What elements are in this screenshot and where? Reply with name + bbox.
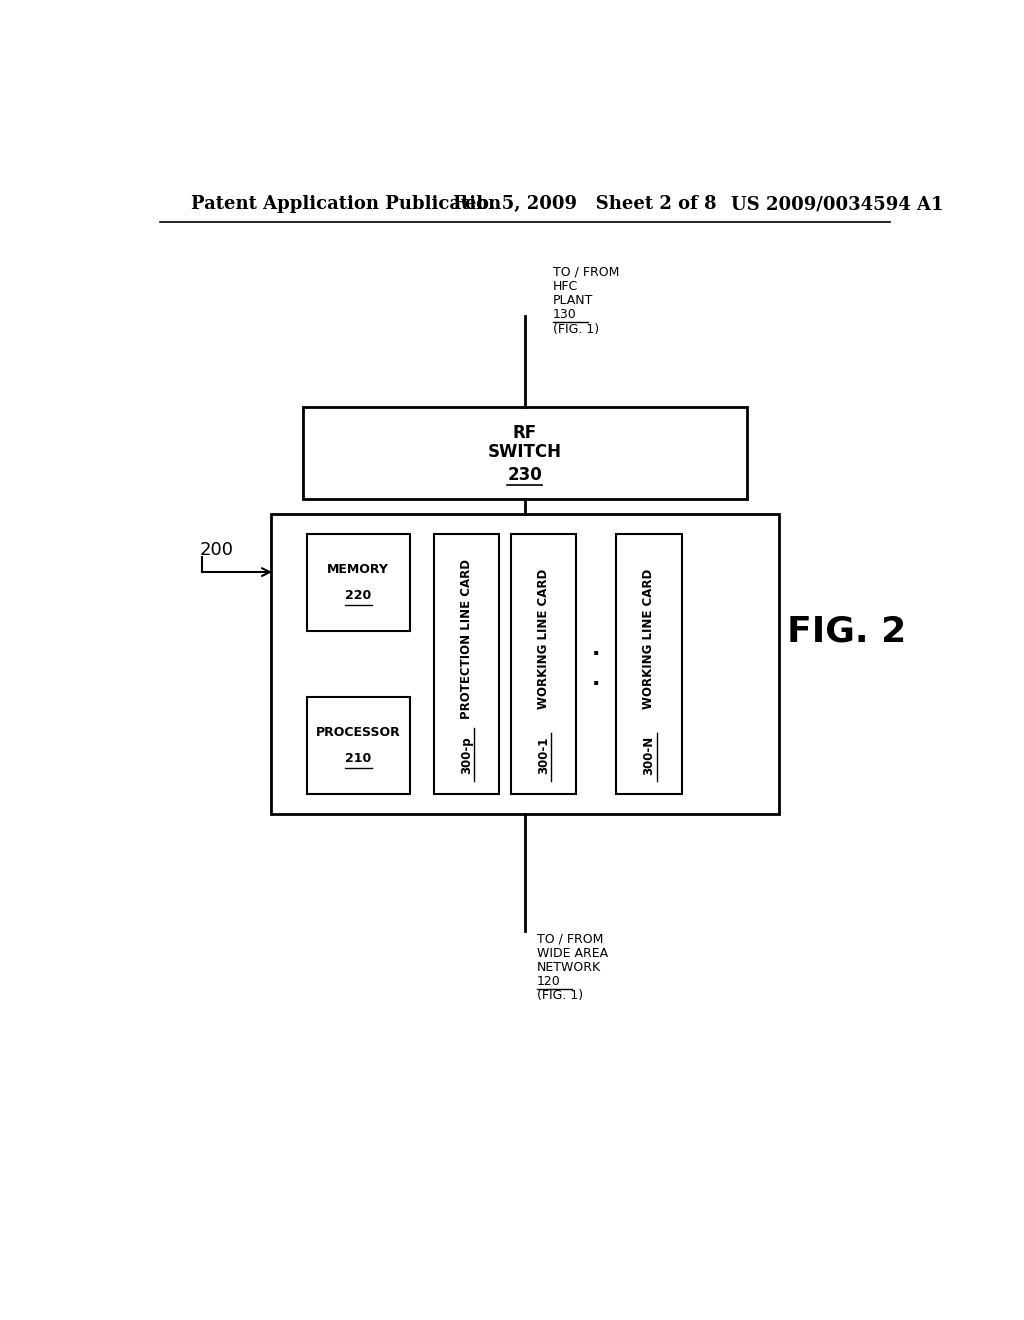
Text: 220: 220 <box>345 590 372 602</box>
Text: 200: 200 <box>200 541 233 558</box>
Text: NETWORK: NETWORK <box>537 961 601 974</box>
Text: PLANT: PLANT <box>553 294 593 308</box>
FancyBboxPatch shape <box>433 535 500 793</box>
Text: PROCESSOR: PROCESSOR <box>315 726 400 739</box>
Text: Patent Application Publication: Patent Application Publication <box>191 195 502 213</box>
Text: WORKING LINE CARD: WORKING LINE CARD <box>642 569 655 709</box>
FancyBboxPatch shape <box>306 697 410 793</box>
Text: 300-1: 300-1 <box>537 737 550 774</box>
Text: 130: 130 <box>553 309 577 322</box>
Text: 230: 230 <box>508 466 542 483</box>
FancyBboxPatch shape <box>303 408 748 499</box>
Text: 120: 120 <box>537 975 560 989</box>
FancyBboxPatch shape <box>306 535 410 631</box>
Text: RF: RF <box>513 424 537 442</box>
Text: TO / FROM: TO / FROM <box>537 932 603 945</box>
Text: (FIG. 1): (FIG. 1) <box>537 990 583 1002</box>
Text: SWITCH: SWITCH <box>487 444 562 461</box>
Text: MEMORY: MEMORY <box>328 564 389 576</box>
Text: WIDE AREA: WIDE AREA <box>537 946 608 960</box>
Text: US 2009/0034594 A1: US 2009/0034594 A1 <box>731 195 944 213</box>
Text: 300-p: 300-p <box>460 737 473 774</box>
Text: 210: 210 <box>345 752 372 766</box>
FancyBboxPatch shape <box>616 535 682 793</box>
Text: Feb. 5, 2009   Sheet 2 of 8: Feb. 5, 2009 Sheet 2 of 8 <box>454 195 717 213</box>
Text: 300-N: 300-N <box>642 735 655 775</box>
Text: (FIG. 1): (FIG. 1) <box>553 322 599 335</box>
Text: HFC: HFC <box>553 280 578 293</box>
Text: FIG. 2: FIG. 2 <box>786 614 906 648</box>
Text: .: . <box>592 669 600 689</box>
Text: WORKING LINE CARD: WORKING LINE CARD <box>537 569 550 709</box>
FancyBboxPatch shape <box>511 535 577 793</box>
Text: TO / FROM: TO / FROM <box>553 265 618 279</box>
FancyBboxPatch shape <box>270 515 779 814</box>
Text: .: . <box>592 639 600 659</box>
Text: PROTECTION LINE CARD: PROTECTION LINE CARD <box>460 558 473 718</box>
